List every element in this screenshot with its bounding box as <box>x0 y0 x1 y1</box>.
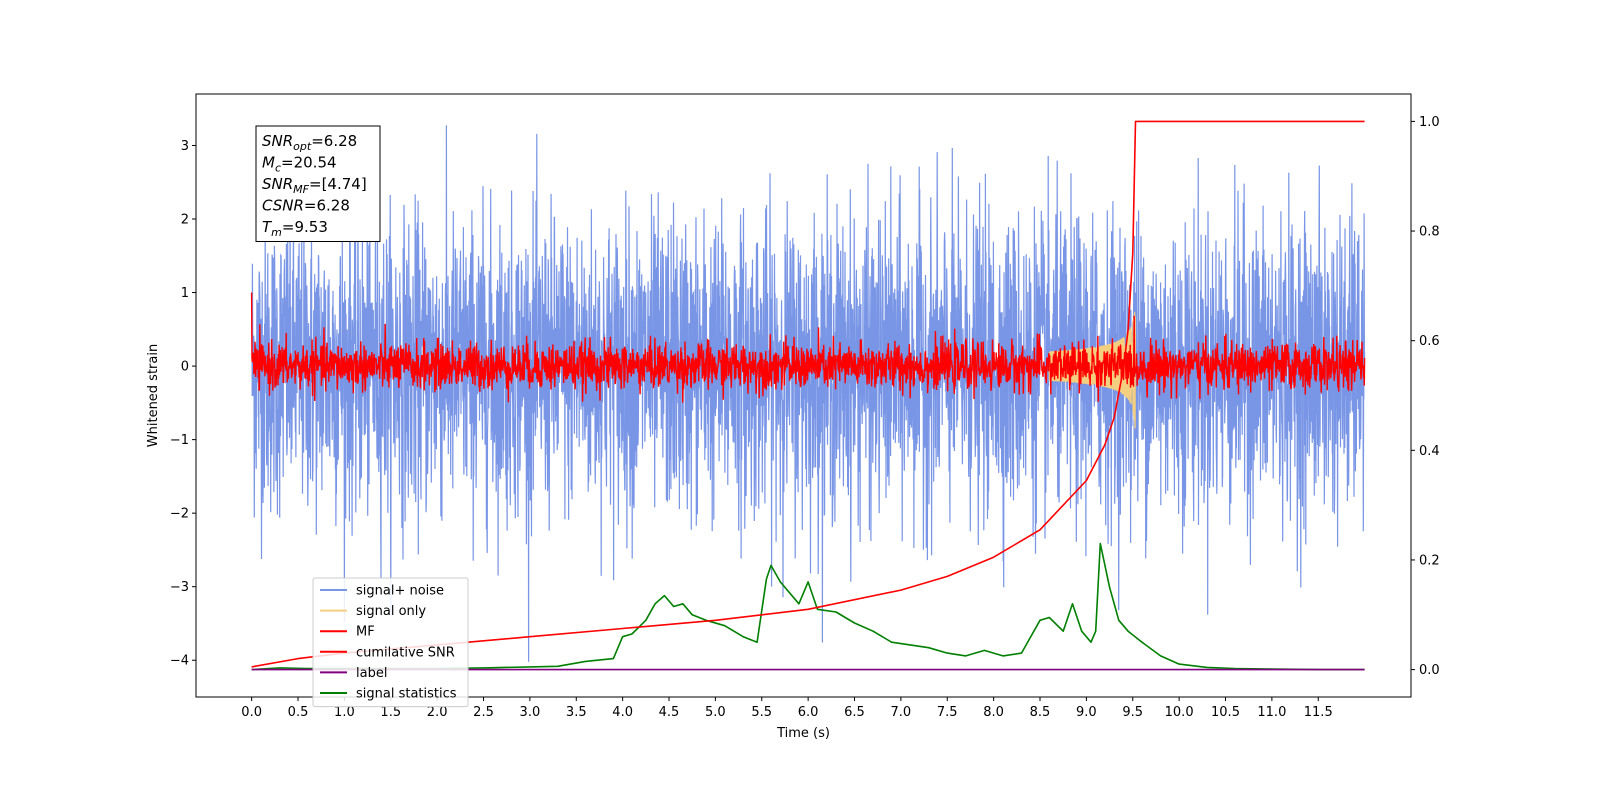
y2-tick-label: 0.8 <box>1419 225 1440 240</box>
y-tick-label: −1 <box>170 433 189 448</box>
x-tick-label: 0.5 <box>288 705 309 720</box>
x-tick-label: 3.0 <box>520 705 541 720</box>
y2-tick-label: 0.0 <box>1419 663 1440 678</box>
x-tick-label: 6.0 <box>798 705 819 720</box>
y2-tick-label: 0.6 <box>1419 334 1440 349</box>
annotation-subscript: opt <box>293 140 312 153</box>
x-tick-label: 2.0 <box>427 705 448 720</box>
annotation-value: =[4.74] <box>309 175 367 193</box>
y-tick-label: 1 <box>181 286 189 301</box>
annotation-subscript: m <box>271 226 282 239</box>
y-axis-ticks: 3 2 1 0 −1 −2 −3 −4 <box>170 139 196 669</box>
x-axis-label: Time (s) <box>776 726 830 741</box>
legend-entry: MF <box>356 625 375 640</box>
annotation-symbol: T <box>262 218 273 236</box>
plot-frame <box>195 93 1412 698</box>
annotation-subscript: MF <box>293 183 309 196</box>
x-tick-label: 11.5 <box>1304 705 1333 720</box>
annotation-value: =6.28 <box>304 197 350 215</box>
y-tick-label: 3 <box>181 139 189 154</box>
annotation-box: SNRopt=6.28Mc=20.54SNRMF=[4.74]CSNR=6.28… <box>255 125 381 242</box>
annotation-symbol: SNR <box>262 175 293 193</box>
x-tick-label: 10.0 <box>1165 705 1194 720</box>
y2-axis-ticks: 1.0 0.8 0.6 0.4 0.2 0.0 <box>1411 115 1440 678</box>
x-tick-label: 2.5 <box>473 705 494 720</box>
x-axis-ticks: 0.0 0.5 1.0 1.5 2.0 2.5 3.0 3.5 4.0 4.5 5.0 5.5 6.0 6… <box>241 697 1333 720</box>
y2-tick-label: 0.2 <box>1419 553 1440 568</box>
annotation-line: Mc=20.54 <box>262 154 337 175</box>
y-tick-label: −3 <box>170 580 189 595</box>
legend-entry: signal statistics <box>356 687 457 702</box>
signal-statistics-series <box>251 542 1365 671</box>
x-tick-label: 6.5 <box>844 705 865 720</box>
x-tick-label: 8.0 <box>983 705 1004 720</box>
annotation-value: =6.28 <box>311 132 357 150</box>
x-tick-label: 11.0 <box>1257 705 1286 720</box>
x-tick-label: 7.5 <box>937 705 958 720</box>
annotation-value: =9.53 <box>282 218 328 236</box>
y2-tick-label: 1.0 <box>1419 115 1440 130</box>
mf-line <box>250 292 1366 403</box>
x-tick-label: 5.0 <box>705 705 726 720</box>
x-tick-label: 1.5 <box>380 705 401 720</box>
x-tick-label: 5.5 <box>751 705 772 720</box>
mf-series <box>250 292 1366 403</box>
annotation-subscript: c <box>275 162 281 175</box>
signal-statistics-line <box>251 542 1365 671</box>
legend-frame <box>312 577 469 708</box>
legend-entry: signal only <box>356 604 426 619</box>
x-tick-label: 3.5 <box>566 705 587 720</box>
x-tick-label: 8.5 <box>1030 705 1051 720</box>
x-tick-label: 9.0 <box>1076 705 1097 720</box>
x-tick-label: 1.0 <box>334 705 355 720</box>
y2-tick-label: 0.4 <box>1419 444 1440 459</box>
x-tick-label: 10.5 <box>1211 705 1240 720</box>
x-tick-label: 9.5 <box>1122 705 1143 720</box>
annotation-symbol: SNR <box>262 132 293 150</box>
annotation-symbol: M <box>262 154 275 172</box>
x-tick-label: 0.0 <box>241 705 262 720</box>
x-tick-label: 4.5 <box>659 705 680 720</box>
x-tick-label: 4.0 <box>612 705 633 720</box>
annotation-symbol: CSNR <box>262 197 304 215</box>
annotation-line: CSNR=6.28 <box>262 197 350 215</box>
legend: signal+ noise signal only MF cumilative SNR… <box>312 577 469 708</box>
y-tick-label: −4 <box>170 654 189 669</box>
legend-entry: label <box>356 666 387 681</box>
y-tick-label: −2 <box>170 507 189 522</box>
y-axis-label: Whitened strain <box>146 344 161 447</box>
annotation-value: =20.54 <box>281 154 337 172</box>
annotation-line: Tm=9.53 <box>262 218 328 239</box>
y-tick-label: 2 <box>181 213 189 228</box>
annotation-line: SNRopt=6.28 <box>262 132 357 153</box>
annotation-line: SNRMF=[4.74] <box>262 175 367 196</box>
annotation-frame <box>255 125 381 242</box>
legend-entry: cumilative SNR <box>356 645 455 660</box>
legend-entry: signal+ noise <box>356 584 444 599</box>
x-tick-label: 7.0 <box>891 705 912 720</box>
y-tick-label: 0 <box>181 360 189 375</box>
